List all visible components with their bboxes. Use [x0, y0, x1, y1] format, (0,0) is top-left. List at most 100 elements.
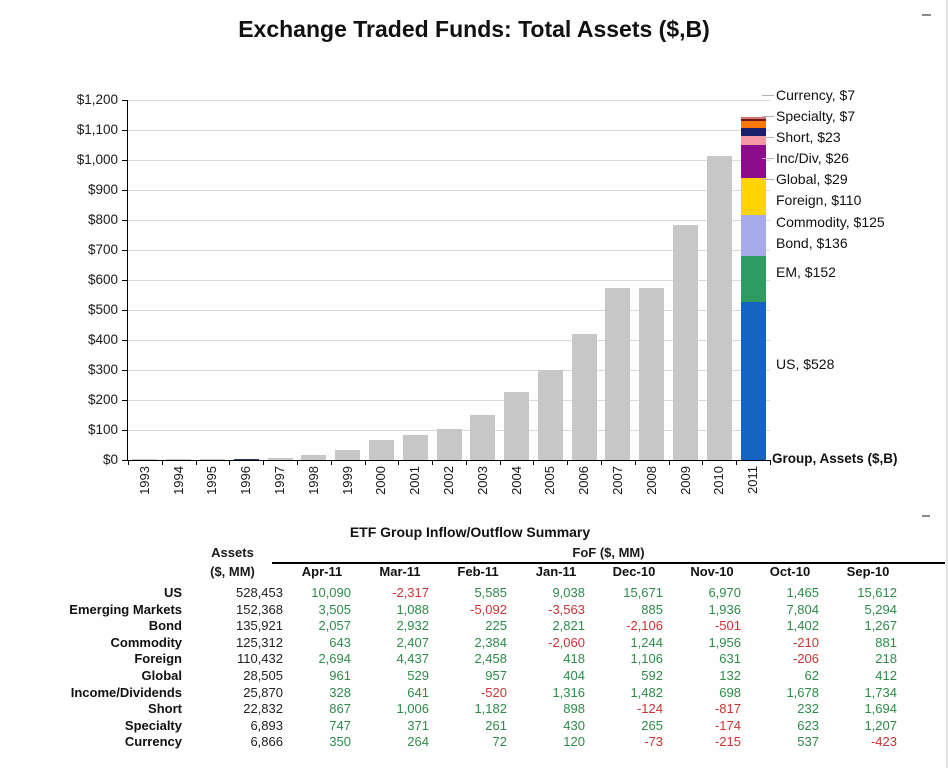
- segment-short: [740, 121, 766, 129]
- fof-value-mar-11: 2,932: [396, 618, 429, 634]
- fof-value-feb-11: 225: [485, 618, 507, 634]
- segment-global: [740, 136, 766, 145]
- fof-value-apr-11: 867: [329, 701, 351, 717]
- y-axis-label: $700: [87, 242, 118, 257]
- assets-header-line2: ($, MM): [210, 564, 255, 579]
- table-row-specialty: Specialty 6,893 747 371 261 430 265 -174 623 1,20…: [30, 717, 945, 734]
- y-axis-label: $0: [102, 452, 118, 467]
- fof-value-sep-10: 1,267: [864, 618, 897, 634]
- x-axis-label-1995: 1995: [204, 466, 220, 495]
- legend-callout-global: Global, $29: [776, 171, 848, 187]
- x-axis-label-2011: 2011: [745, 466, 761, 494]
- x-axis-tick: [128, 461, 129, 465]
- legend-leader-line: [762, 137, 774, 138]
- x-axis-tick: [702, 461, 704, 465]
- segment-currency: [740, 117, 766, 120]
- legend-callout-us: US, $528: [776, 356, 835, 372]
- y-axis-label: $100: [87, 422, 118, 437]
- fof-value-feb-11: 5,585: [474, 585, 507, 600]
- fof-value-feb-11: -520: [480, 684, 507, 700]
- x-axis-tick: [533, 461, 535, 465]
- fof-value-oct-10: 623: [797, 717, 819, 733]
- fof-value-sep-10: 412: [875, 668, 897, 683]
- row-assets-value: 6,893: [250, 717, 283, 733]
- fof-value-apr-11: 2,057: [318, 618, 351, 634]
- x-axis-label-1998: 1998: [305, 466, 321, 495]
- fof-value-oct-10: -210: [792, 634, 819, 650]
- fof-value-nov-10: 6,970: [708, 585, 741, 600]
- bar-2006: [571, 333, 597, 460]
- fof-value-apr-11: 747: [329, 717, 351, 733]
- x-axis-label-1999: 1999: [339, 466, 355, 495]
- x-axis-tick: [330, 461, 332, 465]
- fof-value-oct-10: 232: [797, 701, 819, 717]
- fof-value-sep-10: 15,612: [857, 585, 897, 600]
- month-header-mar-11: Mar-11: [379, 564, 421, 579]
- row-group-label: Foreign: [134, 651, 182, 667]
- fof-value-dec-10: 885: [641, 601, 663, 617]
- fof-value-dec-10: -2,106: [626, 618, 663, 634]
- month-header-dec-10: Dec-10: [612, 564, 656, 579]
- fof-value-oct-10: 7,804: [786, 601, 819, 617]
- gridline-$1,000: [128, 160, 770, 161]
- x-axis-tick: [499, 461, 501, 465]
- row-group-label: Specialty: [124, 717, 182, 733]
- bar-1995: [199, 459, 225, 460]
- chart-title: Exchange Traded Funds: Total Assets ($,B…: [238, 16, 710, 42]
- x-axis-label-2008: 2008: [643, 466, 659, 495]
- row-group-label: Income/Dividends: [70, 684, 182, 700]
- total-assets-bar-chart: $0 $100 $200 $300 $400 $500 $600 $700 $800 $900 $1…: [76, 87, 885, 495]
- y-axis-label: $1,200: [76, 92, 118, 107]
- bar-1996: [233, 459, 259, 460]
- fof-value-dec-10: 1,244: [630, 634, 663, 650]
- legend-leader-line: [762, 116, 774, 117]
- fof-value-feb-11: 957: [485, 668, 507, 683]
- legend-callout-bond: Bond, $136: [776, 235, 848, 251]
- x-axis-tick: [634, 461, 636, 465]
- stacked-bar-axis-note: Group, Assets ($,B): [772, 451, 898, 466]
- y-axis-label: $1,000: [76, 152, 118, 167]
- fof-value-apr-11: 961: [329, 668, 351, 683]
- legend-leader-line: [762, 158, 774, 159]
- x-axis-label-2003: 2003: [474, 466, 490, 495]
- segment-foreign: [740, 144, 766, 178]
- fof-value-mar-11: -2,317: [392, 585, 429, 600]
- fof-value-apr-11: 328: [329, 684, 351, 700]
- y-axis-label: $200: [87, 392, 118, 407]
- x-axis-tick: [432, 461, 434, 465]
- fof-value-feb-11: 2,384: [474, 634, 507, 650]
- legend-callout-specialty: Specialty, $7: [776, 108, 856, 124]
- y-tick-$200: [122, 400, 128, 401]
- inflow-outflow-table: Assets ($, MM) FoF ($, MM) Apr-11 Mar-11 F…: [30, 544, 945, 764]
- y-axis-label: $400: [87, 332, 118, 347]
- gridline-$200: [128, 400, 770, 401]
- fof-value-dec-10: 15,671: [623, 585, 663, 600]
- fof-value-jan-11: 898: [563, 701, 585, 717]
- fof-value-mar-11: 371: [407, 717, 429, 733]
- fof-value-nov-10: -501: [714, 618, 741, 634]
- fof-value-feb-11: 2,458: [474, 651, 507, 667]
- fof-value-apr-11: 350: [329, 734, 351, 750]
- bar-2003: [470, 414, 496, 460]
- fof-value-apr-11: 2,694: [318, 651, 351, 667]
- x-axis-label-2002: 2002: [441, 466, 456, 495]
- bar-2007: [605, 288, 631, 460]
- fof-value-nov-10: -817: [714, 701, 741, 717]
- fof-value-feb-11: -5,092: [470, 601, 507, 617]
- fof-value-dec-10: 265: [641, 717, 663, 733]
- bar-1994: [166, 459, 192, 460]
- row-group-label: Currency: [124, 734, 182, 750]
- gridline-$800: [128, 220, 770, 221]
- legend-callout-inc-div: Inc/Div, $26: [776, 150, 849, 166]
- fof-value-mar-11: 641: [407, 684, 429, 700]
- segment-inc-div: [740, 128, 766, 136]
- bar-1997: [267, 457, 293, 460]
- y-axis-label: $500: [87, 302, 118, 317]
- bar-2008: [639, 288, 665, 460]
- segment-specialty: [740, 119, 766, 122]
- x-axis-tick: [161, 461, 163, 465]
- row-group-label: Short: [148, 701, 182, 717]
- row-assets-value: 25,870: [243, 684, 283, 700]
- y-axis-label: $1,100: [76, 122, 118, 137]
- fof-value-mar-11: 264: [407, 734, 429, 750]
